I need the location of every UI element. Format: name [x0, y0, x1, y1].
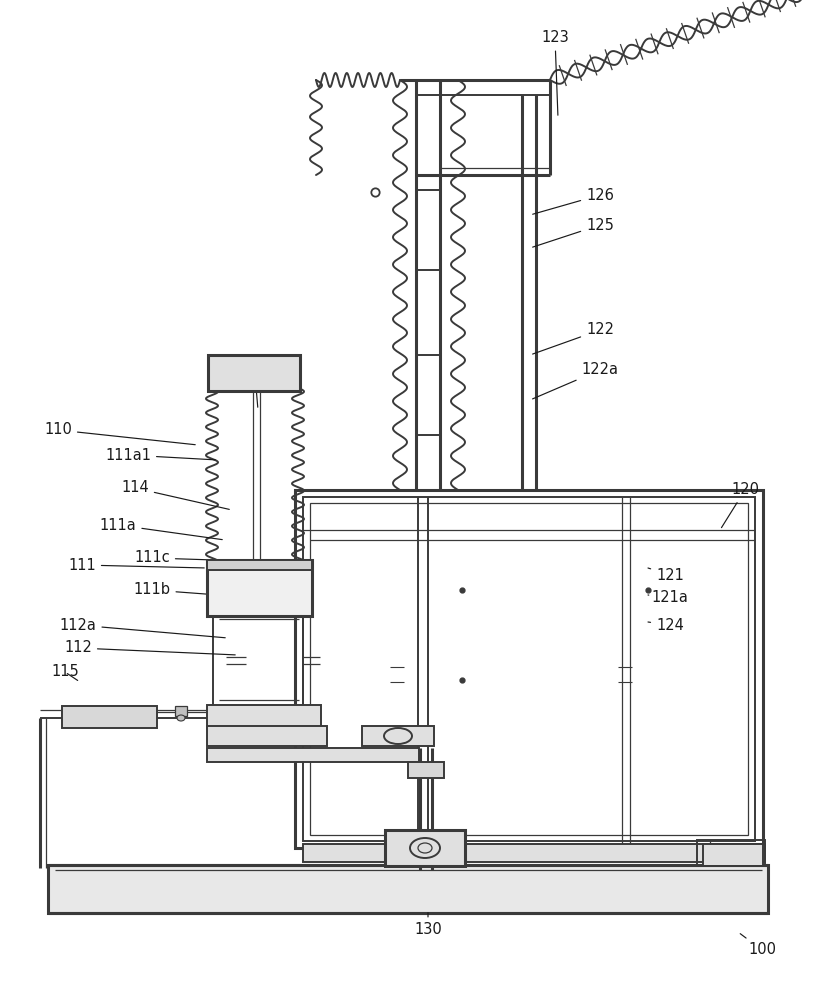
Text: 111: 111: [68, 558, 204, 572]
Bar: [207, 560, 312, 616]
Bar: [208, 355, 299, 391]
Text: 122: 122: [532, 322, 614, 354]
Bar: [213, 614, 303, 709]
Text: 111c: 111c: [134, 550, 212, 566]
Bar: [48, 865, 767, 913]
Text: 112a: 112a: [60, 617, 225, 638]
Bar: [303, 844, 764, 862]
Bar: [207, 726, 327, 746]
Bar: [309, 503, 747, 835]
Text: 120: 120: [720, 483, 758, 528]
Text: 113: 113: [241, 367, 269, 407]
Bar: [385, 830, 465, 866]
Text: 115: 115: [51, 664, 79, 680]
Text: 110: 110: [44, 422, 195, 445]
Text: 125: 125: [532, 218, 613, 247]
Text: 111b: 111b: [133, 582, 229, 597]
Bar: [174, 706, 187, 716]
Text: 111a: 111a: [99, 518, 222, 540]
Text: 130: 130: [414, 913, 442, 938]
Text: 121: 121: [648, 568, 683, 582]
Bar: [207, 560, 312, 570]
Bar: [696, 840, 764, 866]
Bar: [294, 490, 762, 848]
Text: 112: 112: [64, 641, 235, 656]
Bar: [702, 844, 762, 866]
Text: 123: 123: [541, 30, 568, 115]
Bar: [303, 497, 754, 841]
Text: 122a: 122a: [532, 362, 618, 399]
Bar: [207, 748, 418, 762]
Ellipse shape: [177, 715, 184, 721]
Bar: [207, 705, 321, 729]
Text: 111a1: 111a1: [105, 448, 215, 462]
Text: 124: 124: [648, 617, 683, 633]
Text: 121a: 121a: [648, 590, 687, 605]
Bar: [408, 762, 443, 778]
Bar: [361, 726, 433, 746]
Text: 114: 114: [121, 481, 229, 509]
Text: 126: 126: [532, 188, 613, 214]
Text: 100: 100: [739, 934, 775, 958]
Bar: [62, 706, 157, 728]
